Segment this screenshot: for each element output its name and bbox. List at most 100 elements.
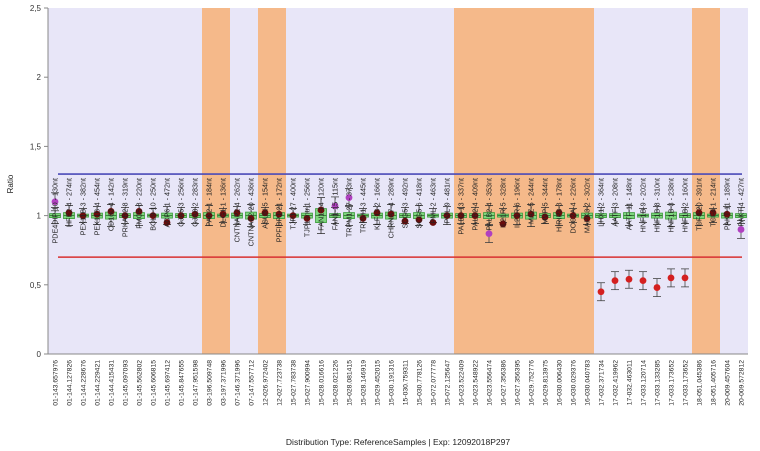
sample-label: 16-030.029376	[571, 360, 578, 406]
data-point	[569, 212, 577, 220]
data-point	[233, 209, 241, 217]
y-tick-label: 1	[37, 212, 42, 221]
data-point	[191, 210, 199, 218]
data-point	[653, 284, 661, 291]
chart-title: Distribution Type: ReferenceSamples | Ex…	[286, 437, 510, 447]
sample-label: 15-028.146919	[361, 360, 368, 406]
data-point	[205, 212, 213, 220]
probe-label: PML-9 - 481nt	[443, 178, 452, 224]
data-point	[555, 209, 563, 217]
y-tick-labels: 0 0,5 1 1,5 2 2,5	[30, 4, 42, 359]
data-point	[275, 210, 283, 218]
probe-label: HNF1B-3 - 238nt	[667, 178, 676, 232]
probe-label: BCL9-10 - 250nt	[149, 178, 158, 231]
sample-label: 17-032.463011	[627, 360, 634, 405]
probe-label: TCF4-20 - 391nt	[695, 178, 704, 231]
sample-label: 17-033.120714	[641, 360, 648, 406]
probe-label: PPFIBP1-21 - 172nt	[275, 178, 284, 242]
data-point	[303, 214, 311, 222]
highlight-band	[202, 8, 230, 354]
data-point	[681, 274, 689, 282]
probe-labels: PDE4DIP-10 - 130nt HFE2-4 - 274nt PEX11B-3…	[51, 178, 746, 246]
sample-label: 01-144.228676	[81, 360, 88, 406]
data-point	[695, 209, 703, 217]
sample-label: 15-030.191316	[389, 360, 396, 406]
y-tick-label: 0	[37, 350, 42, 359]
data-point	[135, 208, 143, 215]
sample-label: 03-197.371996	[221, 360, 228, 406]
data-point	[345, 194, 353, 202]
sample-label: 01-143.657976	[53, 360, 60, 406]
y-tick-label: 2	[37, 73, 42, 82]
probe-label: IL21R-6 - 196nt	[513, 178, 522, 228]
probe-label: TCF4-1 - 214nt	[709, 178, 718, 227]
sample-label: 01-145.697412	[165, 360, 172, 406]
sample-label: 15-027.900994	[305, 360, 312, 406]
data-point	[625, 275, 633, 283]
probe-label: LHX1-2 - 364nt	[597, 178, 606, 227]
sample-label: 15-028.021226	[333, 360, 340, 406]
data-point	[541, 213, 549, 221]
probe-label: CNTNAP2-4 - 262nt	[233, 178, 242, 242]
probe-label: GJA5-3 - 256nt	[177, 178, 186, 227]
data-point	[723, 210, 731, 218]
sample-label: 16-023.522409	[459, 360, 466, 406]
probe-label: DLG1-1 - 136nt	[219, 178, 228, 228]
highlight-band	[454, 8, 594, 354]
probe-label: HIRIP3-3 - 178nt	[555, 178, 564, 232]
probe-label: TRPM1-3 - 445nt	[359, 178, 368, 233]
probe-label: PRKAB2-8 - 319nt	[121, 178, 130, 237]
sample-label: 15-030.759311	[403, 360, 410, 405]
sample-label: 16-030.006430	[557, 360, 564, 406]
data-point	[177, 212, 185, 220]
data-point	[401, 217, 409, 225]
data-point	[359, 214, 367, 222]
probe-label: PALB2-4 - 353nt	[485, 178, 494, 231]
probe-label: HFE2-4 - 274nt	[65, 178, 74, 227]
probe-label: PALB2-13 - 337nt	[457, 178, 466, 235]
probe-label: AATF-3 - 208nt	[611, 178, 620, 227]
data-point	[65, 209, 73, 217]
sample-label: 15-028.081415	[347, 360, 354, 406]
probe-label: FMO5-8 - 220nt	[135, 178, 144, 229]
probe-label: PALB2-4 - 409nt	[471, 178, 480, 231]
probe-label: AATF-11 - 148nt	[625, 178, 634, 230]
sample-label: 01-145.847655	[179, 360, 186, 406]
sample-label: 01-145.606815	[151, 360, 158, 406]
probe-label: TJP1-27 - 400nt	[289, 178, 298, 230]
data-point	[149, 212, 157, 220]
sample-label: 01-145.562802	[137, 360, 144, 406]
sample-label: 15-072.077778	[431, 360, 438, 406]
probe-label: SCG5-3 - 492nt	[401, 178, 410, 228]
sample-label: 18-051.405716	[711, 360, 718, 406]
sample-label: 20-009.457604	[725, 360, 732, 406]
data-point	[107, 208, 115, 215]
sample-label: 16-027.356395	[515, 360, 522, 406]
sample-label: 15-030.778126	[417, 360, 424, 406]
highlight-band	[692, 8, 720, 354]
data-point	[387, 210, 395, 218]
sample-label: 17-033.173652	[683, 360, 690, 406]
probe-label: PEX11B-4 - 454nt	[93, 178, 102, 235]
probe-label: TRPM1-27 - 373nt	[345, 178, 354, 237]
probe-label: PAK2-1 - 184nt	[205, 178, 214, 227]
sample-label: 17-033.173652	[669, 360, 676, 406]
sample-label: 16-029.752776	[529, 360, 536, 406]
sample-label: 17-032.419962	[613, 360, 620, 406]
probe-label: PAKT-4 - 427nt	[737, 178, 746, 227]
probe-label: KLF13-2 - 166nt	[373, 178, 382, 230]
data-point	[485, 230, 493, 237]
sample-label: 15-028.016616	[319, 360, 326, 406]
sample-label: 16-023.548922	[473, 360, 480, 406]
gridlines	[44, 7, 48, 355]
probe-label: DOC2A-4 - 226nt	[569, 178, 578, 234]
probe-label: CD160-4 - 142nt	[107, 178, 116, 231]
data-point	[79, 212, 87, 220]
probe-label: MAPK3-2 - 302nt	[583, 178, 592, 233]
sample-label: 12-027.723738	[277, 360, 284, 406]
data-point	[317, 206, 325, 214]
data-point	[93, 210, 101, 218]
data-point	[611, 277, 619, 285]
data-point	[163, 219, 171, 226]
sample-label: 15-029.452015	[375, 360, 382, 406]
